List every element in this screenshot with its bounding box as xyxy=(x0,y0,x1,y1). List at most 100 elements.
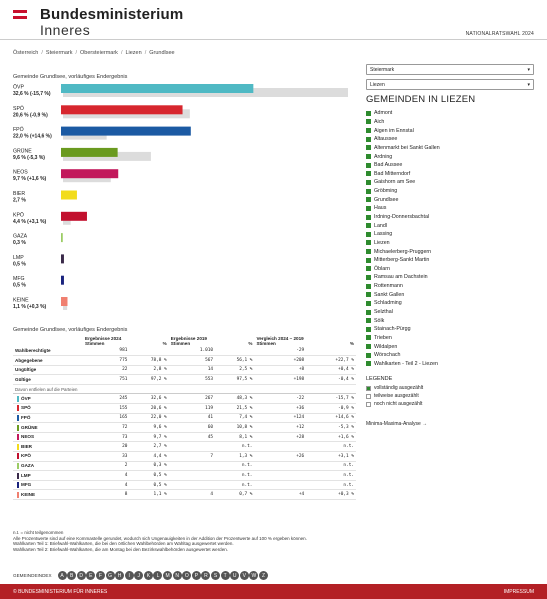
index-letter-button[interactable]: G xyxy=(105,571,115,580)
gemeinde-item[interactable]: Altaussee xyxy=(366,135,534,144)
index-letter-button[interactable]: W xyxy=(249,571,259,580)
minmax-link[interactable]: Minima-Maxima-Analyse → xyxy=(366,421,428,428)
gemeinde-item[interactable]: Admont xyxy=(366,109,534,118)
gemeinde-item[interactable]: Gaishorn am See xyxy=(366,178,534,187)
footnote: Wahlkarten Teil 2: Briefwahl-Wahlkarten,… xyxy=(13,546,228,552)
bar-category-label: NEOS xyxy=(13,170,28,176)
index-letter-button[interactable]: V xyxy=(239,571,249,580)
bar-value-label: 22,0 % (+14,6 %) xyxy=(13,134,52,140)
index-letter-button[interactable]: U xyxy=(230,571,240,580)
index-letter-button[interactable]: J xyxy=(134,571,144,580)
breadcrumb-item-obersteiermark[interactable]: Obersteiermark xyxy=(80,50,118,56)
gemeinde-item[interactable]: Landl xyxy=(366,221,534,230)
impressum-link[interactable]: IMPRESSUM xyxy=(503,589,534,595)
gemeinde-item[interactable]: Sölk xyxy=(366,316,534,325)
bar-2024[interactable] xyxy=(61,254,64,264)
status-box-icon xyxy=(366,145,371,151)
gemeinde-item[interactable]: Irdning-Donnersbachtal xyxy=(366,213,534,222)
gemeinde-item[interactable]: Mitterberg-Sankt Martin xyxy=(366,256,534,265)
state-select[interactable]: Steiermark ▾ xyxy=(366,64,534,75)
table-cell: 97,2 % xyxy=(129,374,169,385)
ministry-subtitle[interactable]: Inneres xyxy=(40,22,91,38)
bar-2024[interactable] xyxy=(61,275,64,285)
index-letter-button[interactable]: D xyxy=(76,571,86,580)
bar-2024[interactable] xyxy=(61,84,254,93)
bar-value-label: 2,7 % xyxy=(13,198,26,204)
row-label: Ungültige xyxy=(13,365,83,376)
table-cell: 8 xyxy=(83,489,130,500)
gemeinde-item[interactable]: Altenmarkt bei Sankt Gallen xyxy=(366,144,534,153)
gemeinde-item[interactable]: Michaelerberg-Pruggern xyxy=(366,247,534,256)
gemeinde-item[interactable]: Selzthal xyxy=(366,308,534,317)
district-select[interactable]: Liezen ▾ xyxy=(366,79,534,90)
bar-2024[interactable] xyxy=(61,105,183,115)
gemeinde-item[interactable]: Aich xyxy=(366,118,534,127)
index-letter-button[interactable]: H xyxy=(115,571,125,580)
gemeinde-item[interactable]: Wildalpen xyxy=(366,342,534,351)
index-letter-button[interactable]: A xyxy=(57,571,67,580)
gemeinde-item[interactable]: Aigen im Ennstal xyxy=(366,126,534,135)
bar-2024[interactable] xyxy=(61,147,118,157)
index-letter-button[interactable]: M xyxy=(163,571,173,580)
table-cell: +1,6 % xyxy=(306,432,356,443)
bar-2024[interactable] xyxy=(61,211,87,221)
gemeinde-item[interactable]: Bad Aussee xyxy=(366,161,534,170)
bar-2024[interactable] xyxy=(61,126,191,136)
index-letter-button[interactable]: S xyxy=(211,571,221,580)
ministry-title[interactable]: Bundesministerium xyxy=(40,6,184,23)
index-letter-button[interactable]: F xyxy=(95,571,105,580)
index-letter-button[interactable]: L xyxy=(153,571,163,580)
index-letter-button[interactable]: Z xyxy=(259,571,269,580)
table-cell: n.t. xyxy=(306,441,356,453)
index-letter-button[interactable]: K xyxy=(143,571,153,580)
results-bar-chart: ÖVP 32,6 % (-15,7 %) SPÖ 20,6 % (-0,9 %) FPÖ… xyxy=(13,82,358,317)
summary-row: Wahlberechtigte 981 1.010 -29 xyxy=(13,346,356,357)
gemeinde-item[interactable]: Sankt Gallen xyxy=(366,290,534,299)
index-letter-button[interactable]: T xyxy=(220,571,230,580)
bar-2024[interactable] xyxy=(61,190,77,200)
index-letter-button[interactable]: B xyxy=(67,571,77,580)
gemeinde-item[interactable]: Liezen xyxy=(366,239,534,248)
gemeinde-label: Grundlsee xyxy=(374,196,399,203)
gemeinde-label: Altaussee xyxy=(374,136,398,143)
index-letter-button[interactable]: O xyxy=(182,571,192,580)
breadcrumb-item-steiermark[interactable]: Steiermark xyxy=(45,50,73,56)
gemeinde-item[interactable]: Öblarn xyxy=(366,265,534,274)
footnote: Alle Prozentwerte sind auf eine Kommaste… xyxy=(13,535,307,541)
gemeinde-item[interactable]: Stainach-Pürgg xyxy=(366,325,534,334)
table-cell xyxy=(254,441,307,453)
gemeinde-label: Sankt Gallen xyxy=(374,291,405,298)
index-letter-button[interactable]: I xyxy=(124,571,134,580)
gemeinde-item[interactable]: Wörschach xyxy=(366,351,534,360)
table-cell: +198 xyxy=(254,374,307,385)
page-header: Bundesministerium Inneres NATIONALRATSWA… xyxy=(0,0,547,40)
table-cell: +0,3 % xyxy=(306,489,356,500)
bar-2024[interactable] xyxy=(61,169,119,179)
index-letter-button[interactable]: E xyxy=(86,571,96,580)
gemeinde-item[interactable]: Rottenmann xyxy=(366,282,534,291)
index-letter-button[interactable]: P xyxy=(191,571,201,580)
gemeinde-item[interactable]: Bad Mitterndorf xyxy=(366,169,534,178)
breadcrumb-item-oesterreich[interactable]: Österreich xyxy=(13,50,39,56)
gemeinde-item[interactable]: Grundlsee xyxy=(366,195,534,204)
table-cell xyxy=(129,346,169,357)
gemeinde-item[interactable]: Lassing xyxy=(366,230,534,239)
gemeinde-item[interactable]: Schladming xyxy=(366,299,534,308)
gemeinde-item[interactable]: Wahlkarten - Teil 2 - Liezen xyxy=(366,360,534,369)
breadcrumb-item-liezen[interactable]: Liezen xyxy=(125,50,142,56)
bar-2024[interactable] xyxy=(61,297,68,306)
gemeinde-item[interactable]: Trieben xyxy=(366,334,534,343)
index-letter-button[interactable]: R xyxy=(201,571,211,580)
table-cell: 20 xyxy=(83,441,130,453)
gemeinde-item[interactable]: Gröbming xyxy=(366,187,534,196)
gemeinde-item[interactable]: Ramsau am Dachstein xyxy=(366,273,534,282)
status-box-icon xyxy=(366,205,371,211)
gemeinde-item[interactable]: Ardning xyxy=(366,152,534,161)
index-letter-button[interactable]: N xyxy=(172,571,182,580)
party-row: NEOS 73 9,7 % 45 8,1 % +28 +1,6 % xyxy=(13,432,356,443)
bar-2024[interactable] xyxy=(61,233,63,243)
bar-category-label: SPÖ xyxy=(13,105,24,112)
row-label: FPÖ xyxy=(13,413,83,424)
gemeinde-item[interactable]: Haus xyxy=(366,204,534,213)
